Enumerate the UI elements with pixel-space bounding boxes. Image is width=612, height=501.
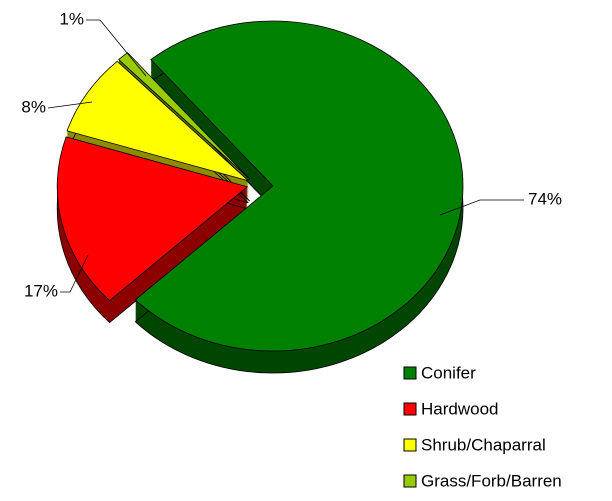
- slice: [56, 136, 249, 302]
- legend-label: Hardwood: [421, 399, 499, 418]
- legend-swatch: [403, 474, 417, 488]
- slice: [118, 52, 250, 180]
- legend-swatch: [403, 366, 417, 380]
- leader-line: [86, 19, 147, 77]
- data-label: 74%: [528, 189, 562, 208]
- leader-line: [47, 101, 93, 109]
- slice: [134, 20, 464, 352]
- legend-label: Shrub/Chaparral: [421, 435, 546, 454]
- slice: [66, 60, 249, 182]
- legend-label: Conifer: [421, 363, 476, 382]
- data-label: 1%: [59, 9, 84, 28]
- data-label: 17%: [24, 281, 58, 300]
- leader-line: [60, 254, 89, 293]
- legend-swatch: [403, 402, 417, 416]
- data-label: 8%: [21, 97, 46, 116]
- leader-line: [439, 199, 524, 216]
- legend-label: Grass/Forb/Barren: [421, 471, 562, 490]
- legend-swatch: [403, 438, 417, 452]
